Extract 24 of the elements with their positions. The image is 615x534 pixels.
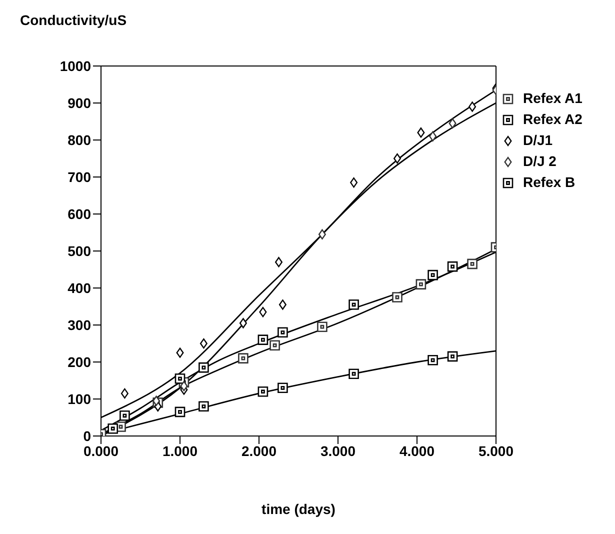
x-tick-label: 2.000 [241, 442, 277, 459]
y-tick-label: 400 [68, 280, 92, 296]
x-tick-label: 4.000 [399, 442, 435, 459]
legend-label: Refex A1 [523, 89, 582, 108]
y-tick-label: 500 [68, 242, 92, 259]
x-axis-title: time (days) [262, 501, 336, 517]
y-tick-label: 900 [68, 94, 92, 111]
y-tick-label: 0 [83, 428, 92, 444]
x-tick-label: 5.000 [478, 442, 514, 459]
chart-title: Conductivity/uS [20, 12, 127, 28]
legend-label: Refex B [523, 173, 576, 192]
y-tick-label: 200 [68, 354, 92, 370]
y-tick-label: 600 [68, 206, 92, 222]
x-tick-label: 1.000 [162, 442, 198, 459]
legend-label: Refex A2 [523, 110, 582, 129]
y-tick-label: 1000 [60, 58, 92, 74]
y-tick-label: 300 [68, 316, 92, 333]
y-tick-label: 800 [68, 132, 92, 148]
x-tick-label: 3.000 [320, 442, 356, 459]
legend-label: D/J1 [523, 131, 553, 150]
y-tick-label: 100 [68, 390, 92, 407]
x-tick-label: 0.000 [83, 442, 119, 459]
legend-label: D/J 2 [523, 152, 556, 171]
y-tick-label: 700 [68, 168, 92, 185]
